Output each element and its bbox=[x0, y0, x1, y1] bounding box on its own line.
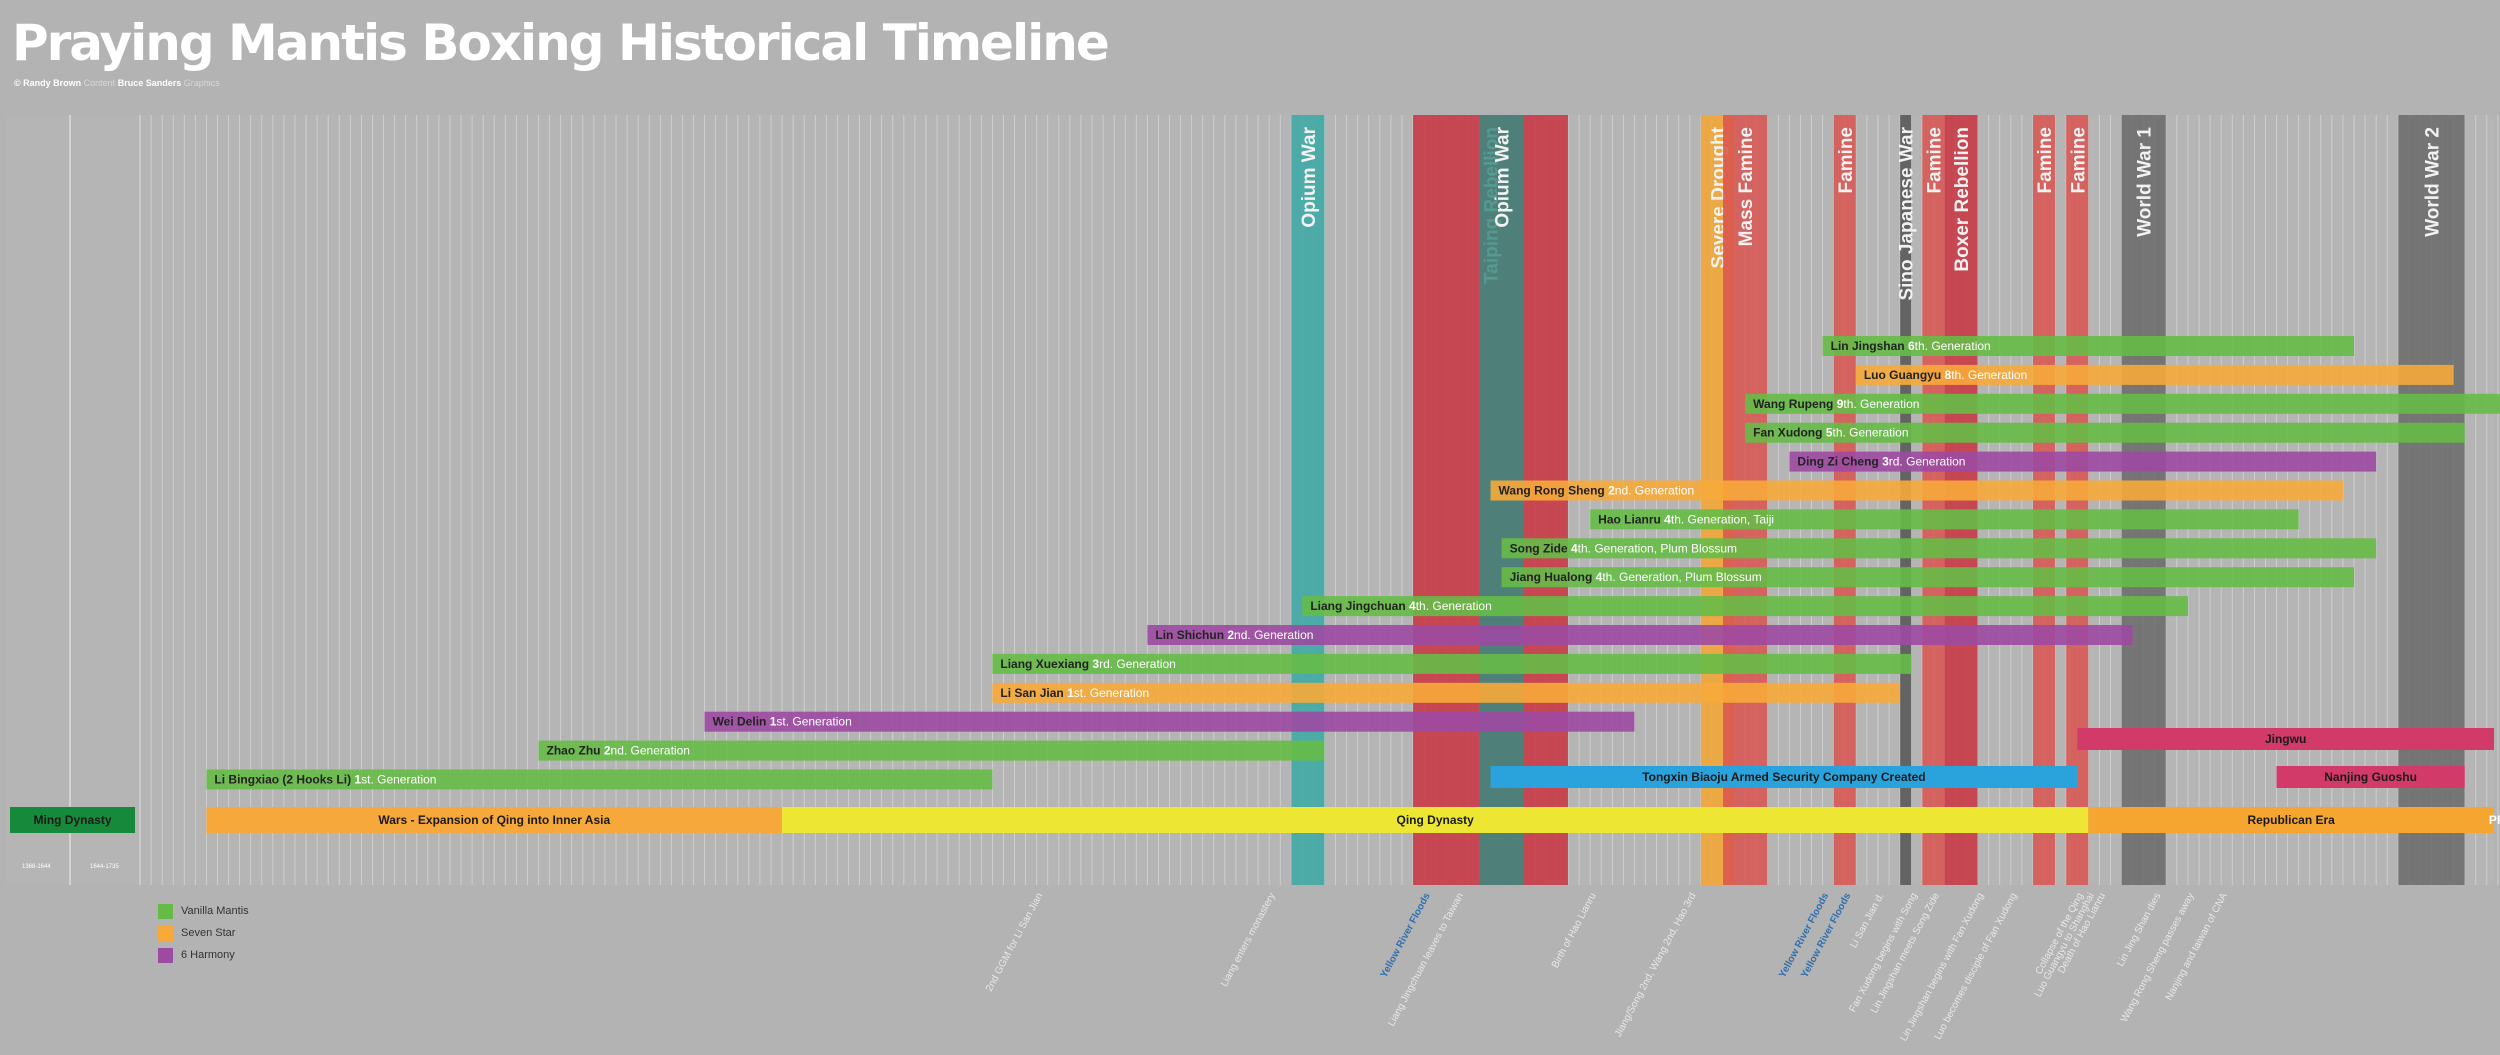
legend: Vanilla Mantis Seven Star 6 Harmony bbox=[158, 900, 249, 966]
credit-author-role: Content bbox=[83, 78, 116, 88]
annotation-label: Li San Jian d. bbox=[1848, 891, 1886, 950]
event-label: Sino Japanese War bbox=[1897, 126, 1918, 300]
annotation-label: Jiang/Song 2nd, Wang 2nd, Hao 3rd bbox=[1613, 891, 1698, 1039]
person-label: Hao Lianru 4th. Generation, Taiji bbox=[1598, 512, 1774, 526]
person-label: Fan Xudong 5th. Generation bbox=[1753, 426, 1908, 440]
person-bar bbox=[1501, 567, 2354, 588]
credit-line: © Randy Brown Content Bruce Sanders Grap… bbox=[14, 78, 220, 88]
person-label: Liang Xuexiang 3rd. Generation bbox=[1000, 657, 1175, 671]
person-bar bbox=[1745, 422, 2465, 443]
institution-label: Nanjing Guoshu bbox=[2324, 770, 2417, 784]
annotation-label: Nanjing and taiwan of CNA bbox=[2164, 891, 2230, 1002]
segment-label: 1368-1644 bbox=[22, 864, 51, 870]
person-label: Wang Rupeng 9th. Generation bbox=[1753, 397, 1919, 411]
person-bar bbox=[1302, 596, 2188, 617]
legend-swatch-vanilla bbox=[158, 903, 173, 919]
legend-swatch-seven-star bbox=[158, 925, 173, 941]
legend-swatch-six-harmony bbox=[158, 947, 173, 963]
era-label: Qing Dynasty bbox=[1397, 813, 1475, 827]
person-label: Song Zide 4th. Generation, Plum Blossum bbox=[1510, 541, 1737, 555]
institution-bar bbox=[2276, 766, 2465, 788]
credit-designer-role: Graphics bbox=[183, 78, 220, 88]
event-label: World War 2 bbox=[2422, 127, 2443, 237]
legend-label-vanilla: Vanilla Mantis bbox=[181, 905, 249, 917]
person-bar bbox=[704, 711, 1635, 732]
person-bar bbox=[992, 653, 1912, 674]
era-label: Republican Era bbox=[2247, 813, 2335, 827]
legend-label-six-harmony: 6 Harmony bbox=[181, 949, 235, 961]
event-label: Boxer Rebellion bbox=[1952, 127, 1973, 272]
person-bar bbox=[538, 740, 1325, 761]
person-bar bbox=[1855, 364, 2454, 385]
person-label: Li San Jian 1st. Generation bbox=[1000, 686, 1149, 700]
person-label: Li Bingxiao (2 Hooks Li) 1st. Generation bbox=[214, 773, 436, 787]
person-bar bbox=[1590, 509, 2299, 530]
institution-label: Tongxin Biaoju Armed Security Company Cr… bbox=[1642, 770, 1925, 784]
annotation-label: Birth of Hao Lianru bbox=[1550, 891, 1599, 970]
event-label: Opium War bbox=[1299, 126, 1320, 227]
legend-item-seven-star: Seven Star bbox=[158, 922, 249, 944]
person-bar bbox=[1789, 451, 2377, 472]
era-bar bbox=[2088, 807, 2494, 833]
annotation-label: 2nd GGM for Li San Jian bbox=[984, 891, 1045, 993]
era-label: Ming Dynasty bbox=[33, 813, 111, 827]
annotation-label: Luo Guangyu to Shanghai bbox=[2033, 891, 2097, 999]
person-label: Lin Jingshan 6th. Generation bbox=[1831, 339, 1991, 353]
institution-bar bbox=[2077, 728, 2494, 750]
institution-label: Jingwu bbox=[2265, 732, 2306, 746]
event-column bbox=[2398, 115, 2465, 885]
person-label: Wei Delin 1st. Generation bbox=[713, 715, 852, 729]
person-label: Lin Shichun 2nd. Generation bbox=[1155, 628, 1313, 642]
event-label: Famine bbox=[2068, 127, 2089, 194]
person-label: Jiang Hualong 4th. Generation, Plum Blos… bbox=[1510, 570, 1762, 584]
era-label: Wars - Expansion of Qing into Inner Asia bbox=[378, 813, 610, 827]
credit-designer: Bruce Sanders bbox=[117, 78, 182, 88]
person-label: Liang Jingchuan 4th. Generation bbox=[1310, 599, 1491, 613]
person-bar bbox=[1822, 336, 2354, 356]
event-label: Famine bbox=[2035, 127, 2056, 194]
era-bar bbox=[10, 807, 135, 833]
person-label: Zhao Zhu 2nd. Generation bbox=[547, 744, 690, 758]
legend-label-seven-star: Seven Star bbox=[181, 927, 236, 939]
event-label: Mass Famine bbox=[1736, 127, 1757, 246]
event-label: Famine bbox=[1836, 127, 1857, 194]
person-bar bbox=[1147, 625, 2133, 645]
legend-item-six-harmony: 6 Harmony bbox=[158, 944, 249, 966]
event-label: Famine bbox=[1924, 127, 1945, 194]
era-bar bbox=[782, 807, 2089, 833]
person-bar bbox=[1501, 538, 2377, 559]
person-bar bbox=[206, 769, 993, 790]
person-bar bbox=[992, 682, 1901, 703]
person-label: Ding Zi Cheng 3rd. Generation bbox=[1797, 455, 1965, 469]
institution-bar bbox=[1490, 766, 2078, 788]
credit-author: © Randy Brown bbox=[14, 78, 82, 88]
annotation-label: Liang enters monastery bbox=[1219, 891, 1278, 988]
legend-item-vanilla: Vanilla Mantis bbox=[158, 900, 249, 922]
person-label: Wang Rong Sheng 2nd. Generation bbox=[1499, 484, 1695, 498]
person-label: Luo Guangyu 8th. Generation bbox=[1864, 368, 2027, 382]
person-bar bbox=[1490, 480, 2343, 501]
page-title: Praying Mantis Boxing Historical Timelin… bbox=[12, 14, 1110, 72]
event-label: Opium War bbox=[1493, 126, 1514, 227]
person-bar bbox=[1745, 393, 2500, 414]
event-label: World War 1 bbox=[2135, 127, 2156, 237]
segment-label: 1644-1735 bbox=[90, 864, 119, 870]
era-bar bbox=[206, 807, 783, 833]
event-column bbox=[1291, 115, 1325, 885]
era-label: PRC bbox=[2489, 813, 2500, 827]
